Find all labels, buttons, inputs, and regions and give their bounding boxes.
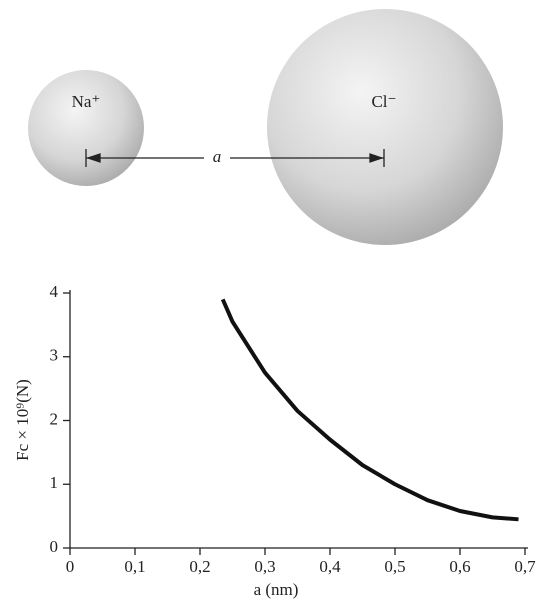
y-tick-label: 2 [50, 409, 59, 428]
x-axis-label: a (nm) [254, 580, 299, 599]
y-tick-label: 1 [50, 473, 59, 492]
x-tick-label: 0,6 [449, 557, 470, 576]
force-curve [223, 299, 519, 519]
x-tick-label: 0,3 [254, 557, 275, 576]
figure: Na⁺ Cl⁻ a a (nm) Fc × 10⁹(N) 0 1 2 3 4 0 0,1 0,… [0, 0, 545, 607]
x-tick-label: 0 [66, 557, 75, 576]
x-tick-label: 0,7 [514, 557, 536, 576]
na-ion [28, 70, 144, 186]
y-axis-label: Fc × 10⁹(N) [13, 379, 32, 461]
na-label: Na⁺ [72, 92, 101, 111]
x-tick-label: 0,5 [384, 557, 405, 576]
y-tick-label: 0 [50, 537, 59, 556]
y-tick-label: 3 [50, 346, 59, 365]
x-tick-label: 0,2 [189, 557, 210, 576]
page: {"chart_data": {"type": "line", "annotat… [0, 0, 545, 607]
x-tick-label: 0,1 [124, 557, 145, 576]
x-tick-label: 0,4 [319, 557, 341, 576]
y-tick-label: 4 [50, 282, 59, 301]
cl-ion [267, 9, 503, 245]
cl-label: Cl⁻ [371, 92, 396, 111]
distance-label: a [213, 147, 222, 166]
